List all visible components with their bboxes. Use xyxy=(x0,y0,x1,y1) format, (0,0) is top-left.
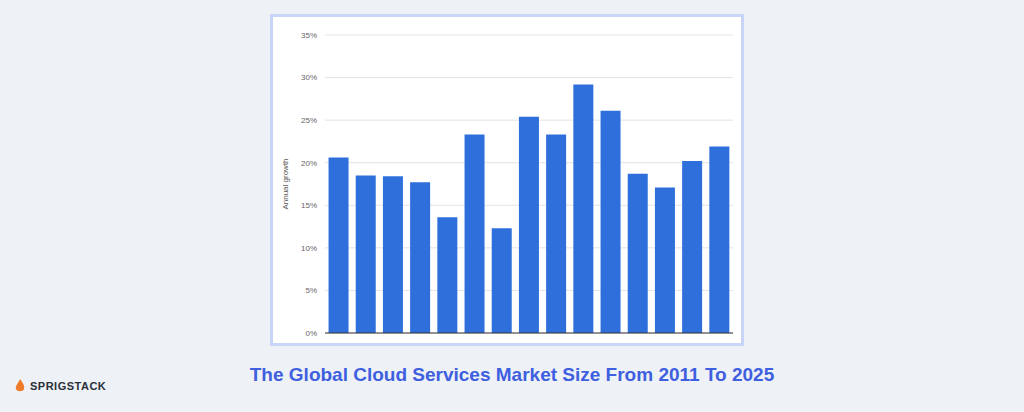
svg-text:5%: 5% xyxy=(305,286,317,295)
svg-text:30%: 30% xyxy=(301,73,317,82)
svg-text:35%: 35% xyxy=(301,31,317,40)
html-text:SPRIGSTACK: SPRIGSTACK xyxy=(30,380,107,392)
svg-text:10%: 10% xyxy=(301,244,317,253)
svg-text:0%: 0% xyxy=(305,329,317,338)
svg-text:20%: 20% xyxy=(301,159,317,168)
svg-text:25%: 25% xyxy=(301,116,317,125)
html-text:The Global Cloud Services Mark: The Global Cloud Services Market Size Fr… xyxy=(249,364,775,385)
svg-text:15%: 15% xyxy=(301,201,317,210)
svg-text:Annual growth: Annual growth xyxy=(281,158,290,209)
